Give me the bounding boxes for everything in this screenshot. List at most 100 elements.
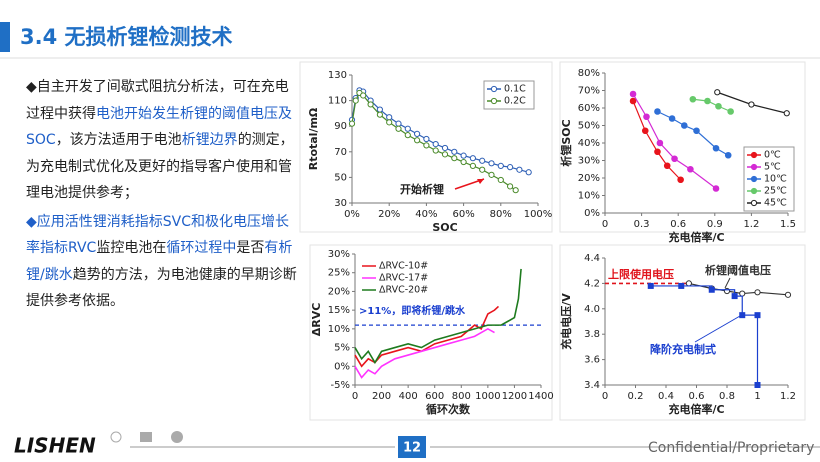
marker [704,97,711,105]
icon [110,431,122,443]
x-tick-label: 0.9 [707,219,723,230]
page-box [398,436,426,458]
marker [693,127,700,135]
marker [739,312,746,319]
x-tick-label: 1.2 [780,391,796,402]
marker [479,157,486,164]
marker [367,101,374,108]
marker [629,97,637,105]
y-tick-label: 70 [334,147,347,158]
series-line [692,98,731,113]
marker [784,291,792,298]
marker [395,125,402,132]
x-tick-label: 0.4 [658,391,674,402]
marker [712,185,720,192]
marker [488,160,495,167]
legend-label: 0.1C [504,84,526,95]
marker [360,92,367,99]
marker [677,176,684,184]
x-tick-label: 0.8 [719,391,735,402]
legend-label: 10℃ [764,174,787,185]
marker [512,187,519,194]
icon [171,431,183,443]
marker [404,132,411,139]
marker [654,148,661,156]
legend-marker [750,199,758,207]
x-tick-label: 60% [452,209,474,220]
marker [714,89,721,96]
marker [643,113,650,121]
text-run: 趋势的方法，为电池健康的早期诊断提供参考依据。 [26,266,297,310]
confidential: Confidential/Proprietary [648,440,814,456]
x-tick-label: 0.6 [689,391,705,402]
x-tick-label: 0 [352,391,358,402]
paragraph: ◆应用活性锂消耗指标SVC和极化电压增长率指标RVC监控电池在循环过程中是否有析… [26,209,298,315]
x-tick-label: 1 [754,391,760,402]
y-tick-label: 4.0 [584,304,600,315]
annotation: >11%，即将析锂/跳水 [359,304,466,317]
marker [525,169,532,176]
marker [414,130,421,137]
y-tick-label: 30% [578,156,600,167]
x-tick-label: 0 [602,391,608,402]
marker [376,106,383,113]
marker [441,144,449,152]
legend-marker [490,97,498,105]
marker [708,286,715,293]
page-number: 12 [403,441,421,456]
legend-marker [750,163,758,171]
marker [469,155,476,162]
marker [678,282,685,289]
legend-label: 45℃ [764,198,787,209]
series-label: 降阶充电制式 [650,342,716,356]
marker [641,127,649,135]
y-tick-label: 25% [328,268,350,279]
x-tick-label: 0.6 [670,219,686,230]
y-tick-label: 5% [334,343,350,354]
marker [647,282,654,289]
logo: LISHEN [14,434,96,458]
text-run: 的测定，为充电制式优化及更好的指导客户使用和管理电池提供参考； [26,132,294,201]
x-tick-label: 0% [344,209,360,220]
marker [727,108,734,115]
y-axis-label: Rtotal/mΩ [307,107,320,170]
marker [386,119,393,126]
y-tick-label: 0% [334,361,350,372]
y-tick-label: 70% [578,86,600,97]
x-tick-label: 20% [378,209,400,220]
series-line [632,93,717,189]
y-tick-label: 80% [578,68,600,79]
y-tick-label: 10% [578,191,600,202]
body-text: ◆自主开发了间歇式阻抗分析法，可在充电过程中获得电池开始发生析锂的阈值电压及SO… [26,74,298,317]
marker [689,95,697,103]
y-tick-label: 50 [334,172,347,183]
y-tick-label: 40% [578,138,600,149]
y-tick-label: 10% [328,324,350,335]
legend-label: 0.2C [504,96,526,107]
text-run: 电池开始发生析锂的阈值电压及SOC [26,105,292,149]
text-run: ◆自主开发了间歇式阻抗分析法，可在充电过程中获得 [26,79,289,122]
x-tick-label: 600 [425,391,444,402]
marker [386,114,393,121]
x-tick-label: 200 [372,391,391,402]
marker [663,162,671,170]
marker [656,139,664,147]
marker [352,97,359,104]
marker [715,102,722,110]
marker [404,125,411,132]
y-tick-label: 0% [584,208,600,219]
y-tick-label: 15% [328,305,350,316]
y-tick-label: 4.2 [584,278,600,289]
legend-label: ΔRVC-17# [379,273,428,284]
x-tick-label: 1.2 [743,219,759,230]
y-tick-label: 3.6 [584,355,600,366]
text-run: ，该方法适用于电池 [55,132,182,148]
marker [395,120,402,127]
y-tick-label: 30 [334,198,347,209]
y-tick-label: 30% [328,249,350,260]
marker [754,312,761,319]
marker [376,111,383,118]
legend-marker [750,187,758,195]
panel [309,244,553,421]
